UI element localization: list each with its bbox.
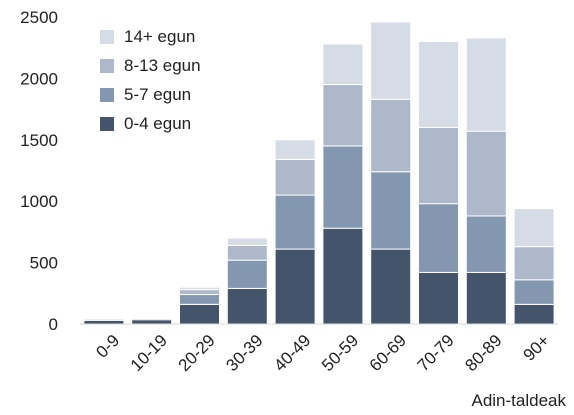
bar-segment	[513, 279, 555, 305]
x-tick-label: 50-59	[318, 331, 362, 375]
bar-segment	[465, 215, 507, 273]
bar-segment	[179, 294, 220, 305]
bar-segment	[226, 259, 268, 289]
bar-segment	[418, 203, 459, 273]
legend-label: 0-4 egun	[124, 114, 191, 133]
x-tick-label: 40-49	[270, 331, 314, 375]
legend: 14+ egun 8-13 egun 5-7 egun 0-4 egun	[100, 27, 201, 133]
y-tick-label: 2500	[20, 8, 58, 27]
bar-segment	[179, 286, 220, 291]
bar-segment	[513, 246, 555, 281]
x-tick-label: 0-9	[92, 331, 123, 362]
bar-segment	[465, 130, 507, 217]
bar-segment	[83, 317, 125, 319]
legend-swatch	[100, 59, 114, 73]
bar-segment	[370, 248, 412, 325]
bar-segment	[418, 41, 459, 129]
x-tick-label: 60-69	[366, 331, 410, 375]
bar-segment	[513, 303, 555, 325]
bar-segment	[465, 37, 507, 132]
x-tick-label: 30-39	[222, 331, 266, 375]
bar-segment	[322, 43, 364, 86]
bar-segment	[322, 145, 364, 229]
bar-segment	[274, 139, 316, 160]
legend-swatch	[100, 117, 114, 131]
bar-segment	[274, 158, 316, 196]
x-tick-label: 10-19	[127, 331, 171, 375]
bar-segment	[370, 21, 412, 100]
bar-segment	[370, 98, 412, 173]
x-tick-label: 20-29	[175, 331, 219, 375]
bar-segment	[418, 271, 459, 325]
x-tick-label: 80-89	[461, 331, 505, 375]
bar-segment	[274, 248, 316, 325]
bar-segment	[131, 319, 173, 325]
bar-segment	[131, 316, 173, 319]
legend-label: 14+ egun	[124, 27, 195, 46]
bar-segment	[226, 287, 268, 325]
bar-segment	[465, 271, 507, 325]
bar-segment	[322, 227, 364, 325]
x-tick-label: 90+	[520, 331, 554, 365]
bar-segment	[226, 244, 268, 261]
legend-swatch	[100, 30, 114, 44]
x-axis-title: Adin-taldeak	[471, 391, 566, 410]
bar-segment	[226, 237, 268, 246]
y-tick-label: 500	[30, 254, 58, 273]
legend-label: 5-7 egun	[124, 85, 191, 104]
y-tick-label: 1000	[20, 192, 58, 211]
legend-swatch	[100, 88, 114, 102]
y-tick-label: 0	[49, 315, 58, 334]
bar-segment	[322, 84, 364, 147]
bar-segment	[179, 303, 220, 325]
bar-segment	[370, 171, 412, 250]
bar-segment	[418, 127, 459, 205]
bar-segment	[83, 319, 125, 325]
legend-label: 8-13 egun	[124, 56, 201, 75]
y-axis: 0 500 1000 1500 2000 2500	[20, 8, 58, 334]
bars	[83, 21, 555, 325]
bar-segment	[274, 194, 316, 250]
y-tick-label: 1500	[20, 131, 58, 150]
bar-segment	[179, 289, 220, 296]
y-tick-label: 2000	[20, 69, 58, 88]
bar-segment	[513, 208, 555, 248]
x-axis: 0-9 10-19 20-29 30-39 40-49 50-59 60-69 70-79 80…	[92, 331, 553, 375]
x-tick-label: 70-79	[414, 331, 458, 375]
